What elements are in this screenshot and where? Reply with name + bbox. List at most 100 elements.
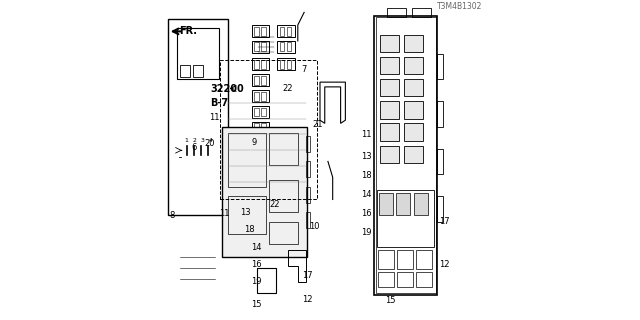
Bar — [193, 65, 203, 77]
Bar — [413, 193, 428, 215]
Bar — [396, 193, 410, 215]
Bar — [416, 250, 431, 269]
Text: 17: 17 — [303, 271, 313, 280]
Text: 14: 14 — [361, 190, 372, 199]
Bar — [221, 126, 307, 257]
Bar — [306, 187, 310, 203]
Bar — [277, 25, 294, 37]
Bar — [404, 35, 423, 52]
Bar — [380, 57, 399, 74]
Bar — [437, 53, 443, 79]
Bar — [379, 193, 393, 215]
Bar — [376, 17, 436, 293]
Bar — [254, 124, 259, 132]
Bar — [228, 133, 266, 187]
Text: 13: 13 — [361, 152, 372, 161]
Bar — [277, 58, 294, 70]
Text: 1  2  3  4: 1 2 3 4 — [185, 138, 213, 143]
Bar — [254, 27, 259, 36]
Bar — [404, 124, 423, 141]
Bar — [261, 108, 266, 116]
Bar — [378, 250, 394, 269]
Bar — [252, 74, 269, 86]
Bar — [380, 101, 399, 119]
Bar — [404, 57, 423, 74]
Bar — [404, 101, 423, 119]
Bar — [387, 8, 406, 17]
Bar — [404, 79, 423, 96]
Text: FR.: FR. — [179, 26, 197, 36]
Bar — [380, 35, 399, 52]
Text: 15: 15 — [251, 300, 261, 309]
Bar — [380, 79, 399, 96]
Bar — [269, 180, 298, 212]
Bar — [252, 90, 269, 102]
Text: 10: 10 — [309, 222, 319, 231]
Bar — [261, 124, 266, 132]
Bar — [397, 250, 413, 269]
Bar — [380, 124, 399, 141]
Bar — [261, 92, 266, 100]
Bar — [252, 25, 269, 37]
Bar — [269, 222, 298, 244]
Bar — [254, 60, 259, 69]
Bar — [280, 43, 284, 52]
Bar — [437, 101, 443, 126]
Text: 11: 11 — [209, 113, 220, 122]
Bar — [252, 41, 269, 53]
Text: 21: 21 — [312, 120, 323, 130]
Bar — [254, 92, 259, 100]
Bar — [280, 27, 284, 36]
Text: 8: 8 — [169, 211, 175, 220]
Text: 20: 20 — [204, 140, 214, 148]
Bar — [168, 19, 228, 215]
Text: 12: 12 — [440, 260, 450, 269]
Bar — [412, 8, 431, 17]
Bar — [380, 146, 399, 163]
Bar — [287, 43, 291, 52]
Bar — [404, 146, 423, 163]
Text: 16: 16 — [251, 260, 261, 269]
Text: 12: 12 — [303, 295, 313, 304]
Text: 11: 11 — [219, 209, 230, 218]
Bar — [228, 196, 266, 234]
Text: 19: 19 — [251, 277, 261, 286]
Text: 22: 22 — [270, 200, 280, 209]
Bar — [261, 76, 266, 85]
Bar — [437, 149, 443, 174]
Bar — [374, 16, 437, 295]
Text: T3M4B1302: T3M4B1302 — [437, 2, 483, 11]
Bar — [261, 43, 266, 52]
Text: 18: 18 — [244, 225, 255, 234]
Text: 14: 14 — [251, 243, 261, 252]
Bar — [254, 108, 259, 116]
Text: 16: 16 — [361, 209, 372, 218]
Text: 18: 18 — [361, 171, 372, 180]
Bar — [397, 272, 413, 287]
Bar — [177, 28, 218, 79]
Bar — [269, 133, 298, 164]
Bar — [252, 106, 269, 118]
Text: 9: 9 — [252, 138, 257, 147]
Bar — [437, 196, 443, 222]
Bar — [287, 60, 291, 69]
Bar — [277, 41, 294, 53]
Bar — [261, 60, 266, 69]
Text: 19: 19 — [361, 228, 372, 237]
Bar — [252, 122, 269, 134]
Bar — [180, 65, 190, 77]
Bar — [252, 58, 269, 70]
Text: 11: 11 — [361, 130, 372, 139]
Bar — [416, 272, 431, 287]
Bar — [257, 268, 276, 293]
Bar — [306, 136, 310, 152]
Bar — [261, 27, 266, 36]
Text: 7: 7 — [301, 65, 307, 74]
Text: B-7: B-7 — [211, 98, 228, 108]
Bar — [306, 161, 310, 177]
Text: 17: 17 — [440, 217, 450, 226]
Bar — [378, 272, 394, 287]
Text: 13: 13 — [239, 208, 250, 217]
Text: 15: 15 — [385, 296, 395, 306]
Text: 6: 6 — [191, 143, 196, 152]
